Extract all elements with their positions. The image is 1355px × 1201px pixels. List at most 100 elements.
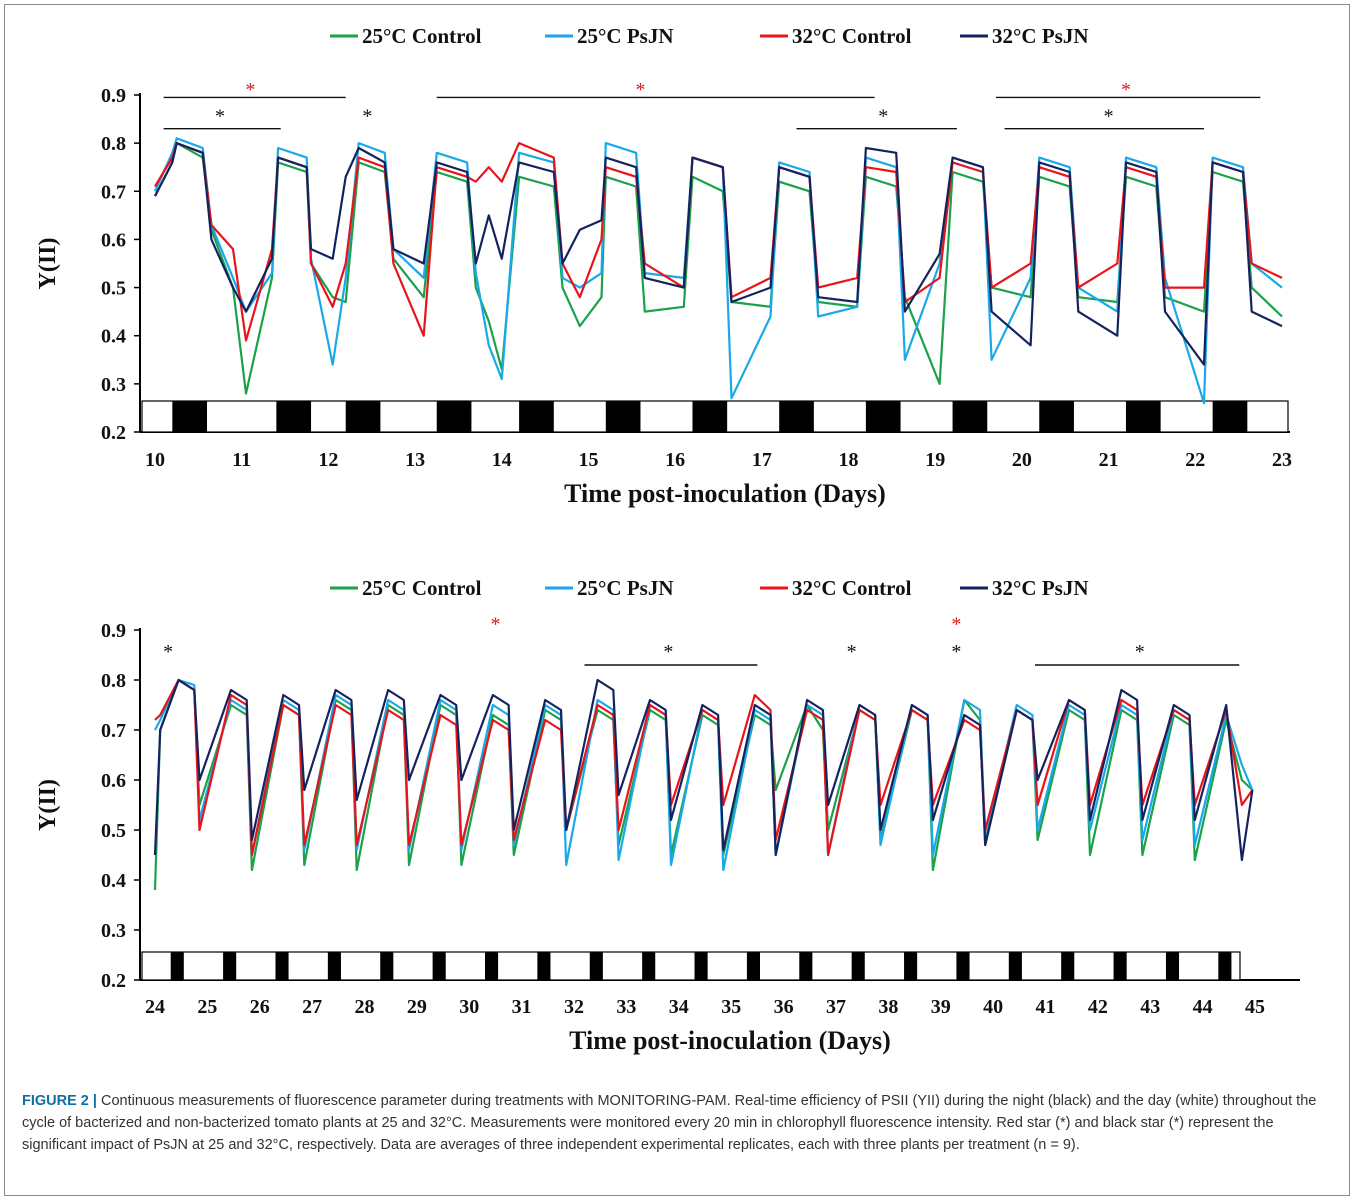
significance-star: *	[951, 614, 961, 636]
x-tick-label: 32	[564, 996, 584, 1018]
legend-label: 25°C PsJN	[577, 576, 673, 600]
legend-label: 32°C PsJN	[992, 24, 1088, 48]
night-block	[1165, 952, 1180, 980]
night-block	[327, 952, 341, 980]
x-tick-label: 11	[232, 449, 251, 471]
night-block	[519, 401, 554, 432]
figure-caption: FIGURE 2 | Continuous measurements of fl…	[22, 1090, 1332, 1156]
y-tick-label: 0.3	[101, 374, 126, 396]
x-tick-label: 38	[878, 996, 898, 1018]
x-tick-label: 28	[355, 996, 375, 1018]
night-block	[1039, 401, 1074, 432]
x-tick-label: 12	[318, 449, 338, 471]
x-tick-label: 27	[302, 996, 322, 1018]
night-block	[952, 401, 988, 432]
x-tick-label: 17	[752, 449, 772, 471]
night-block	[642, 952, 656, 980]
x-tick-label: 26	[250, 996, 270, 1018]
series-line	[154, 142, 1283, 395]
chart-top: 25°C Control 25°C PsJN 32°C Control 32°C Ps…	[35, 24, 1292, 508]
night-block	[345, 401, 381, 432]
y-tick-label: 0.4	[101, 326, 126, 348]
y-tick-label: 0.9	[101, 85, 126, 107]
x-tick-label: 37	[826, 996, 846, 1018]
x-tick-label: 43	[1140, 996, 1160, 1018]
day-night-strip	[141, 951, 1241, 981]
y-tick-label: 0.5	[101, 278, 126, 300]
significance-star: *	[215, 105, 225, 127]
x-tick-label: 18	[839, 449, 859, 471]
x-tick-label: 24	[145, 996, 165, 1018]
x-tick-label: 45	[1245, 996, 1265, 1018]
caption-label: FIGURE 2 |	[22, 1093, 97, 1109]
night-block	[223, 952, 237, 980]
x-tick-label: 36	[774, 996, 794, 1018]
legend-label: 25°C Control	[362, 576, 482, 600]
night-block	[537, 952, 551, 980]
x-tick-label: 15	[578, 449, 598, 471]
night-block	[276, 401, 312, 432]
night-block	[692, 401, 728, 432]
night-block	[172, 401, 208, 432]
night-block	[589, 952, 603, 980]
x-tick-label: 44	[1193, 996, 1213, 1018]
series-line	[153, 137, 1283, 405]
y-tick-label: 0.6	[101, 770, 126, 792]
significance-star: *	[1135, 641, 1145, 663]
significance-star: *	[163, 641, 173, 663]
night-block	[904, 952, 918, 980]
night-block	[851, 952, 865, 980]
night-block	[799, 952, 813, 980]
night-block	[1218, 952, 1232, 980]
y-tick-label: 0.2	[101, 422, 126, 444]
significance-star: *	[490, 614, 500, 636]
y-tick-label: 0.9	[101, 620, 126, 642]
x-tick-label: 10	[145, 449, 165, 471]
x-tick-label: 35	[721, 996, 741, 1018]
night-block	[432, 952, 446, 980]
night-block	[436, 401, 472, 432]
x-tick-label: 30	[459, 996, 479, 1018]
significance-star: *	[847, 641, 857, 663]
x-tick-label: 13	[405, 449, 425, 471]
y-tick-label: 0.6	[101, 229, 126, 251]
night-block	[746, 952, 760, 980]
x-tick-label: 42	[1088, 996, 1108, 1018]
night-block	[1113, 952, 1127, 980]
x-tick-label: 23	[1272, 449, 1292, 471]
x-tick-label: 25	[197, 996, 217, 1018]
legend-label: 32°C Control	[792, 576, 912, 600]
y-tick-label: 0.4	[101, 870, 126, 892]
x-tick-label: 19	[925, 449, 945, 471]
night-block	[380, 952, 394, 980]
x-tick-label: 16	[665, 449, 685, 471]
x-tick-label: 34	[669, 996, 689, 1018]
x-axis-label: Time post-inoculation (Days)	[569, 1026, 891, 1055]
night-block	[170, 952, 184, 980]
night-block	[1061, 952, 1075, 980]
significance-star: *	[1104, 105, 1114, 127]
x-tick-label: 20	[1012, 449, 1032, 471]
x-tick-label: 39	[931, 996, 951, 1018]
x-tick-label: 40	[983, 996, 1003, 1018]
x-tick-label: 31	[512, 996, 532, 1018]
legend-label: 32°C Control	[792, 24, 912, 48]
legend-label: 25°C PsJN	[577, 24, 673, 48]
series-line	[154, 142, 1283, 342]
significance-star: *	[1121, 79, 1131, 101]
significance-star: *	[245, 79, 255, 101]
x-tick-label: 22	[1185, 449, 1205, 471]
significance-star: *	[663, 641, 673, 663]
caption-text: Continuous measurements of fluorescence …	[22, 1093, 1317, 1153]
x-tick-label: 33	[616, 996, 636, 1018]
x-tick-label: 14	[492, 449, 512, 471]
night-block	[956, 952, 970, 980]
significance-star: *	[362, 105, 372, 127]
night-block	[1125, 401, 1161, 432]
x-axis-label: Time post-inoculation (Days)	[564, 479, 886, 508]
night-block	[779, 401, 814, 432]
y-tick-label: 0.5	[101, 820, 126, 842]
y-tick-label: 0.8	[101, 670, 126, 692]
figure-frame	[4, 4, 1350, 1196]
y-tick-label: 0.2	[101, 970, 126, 992]
